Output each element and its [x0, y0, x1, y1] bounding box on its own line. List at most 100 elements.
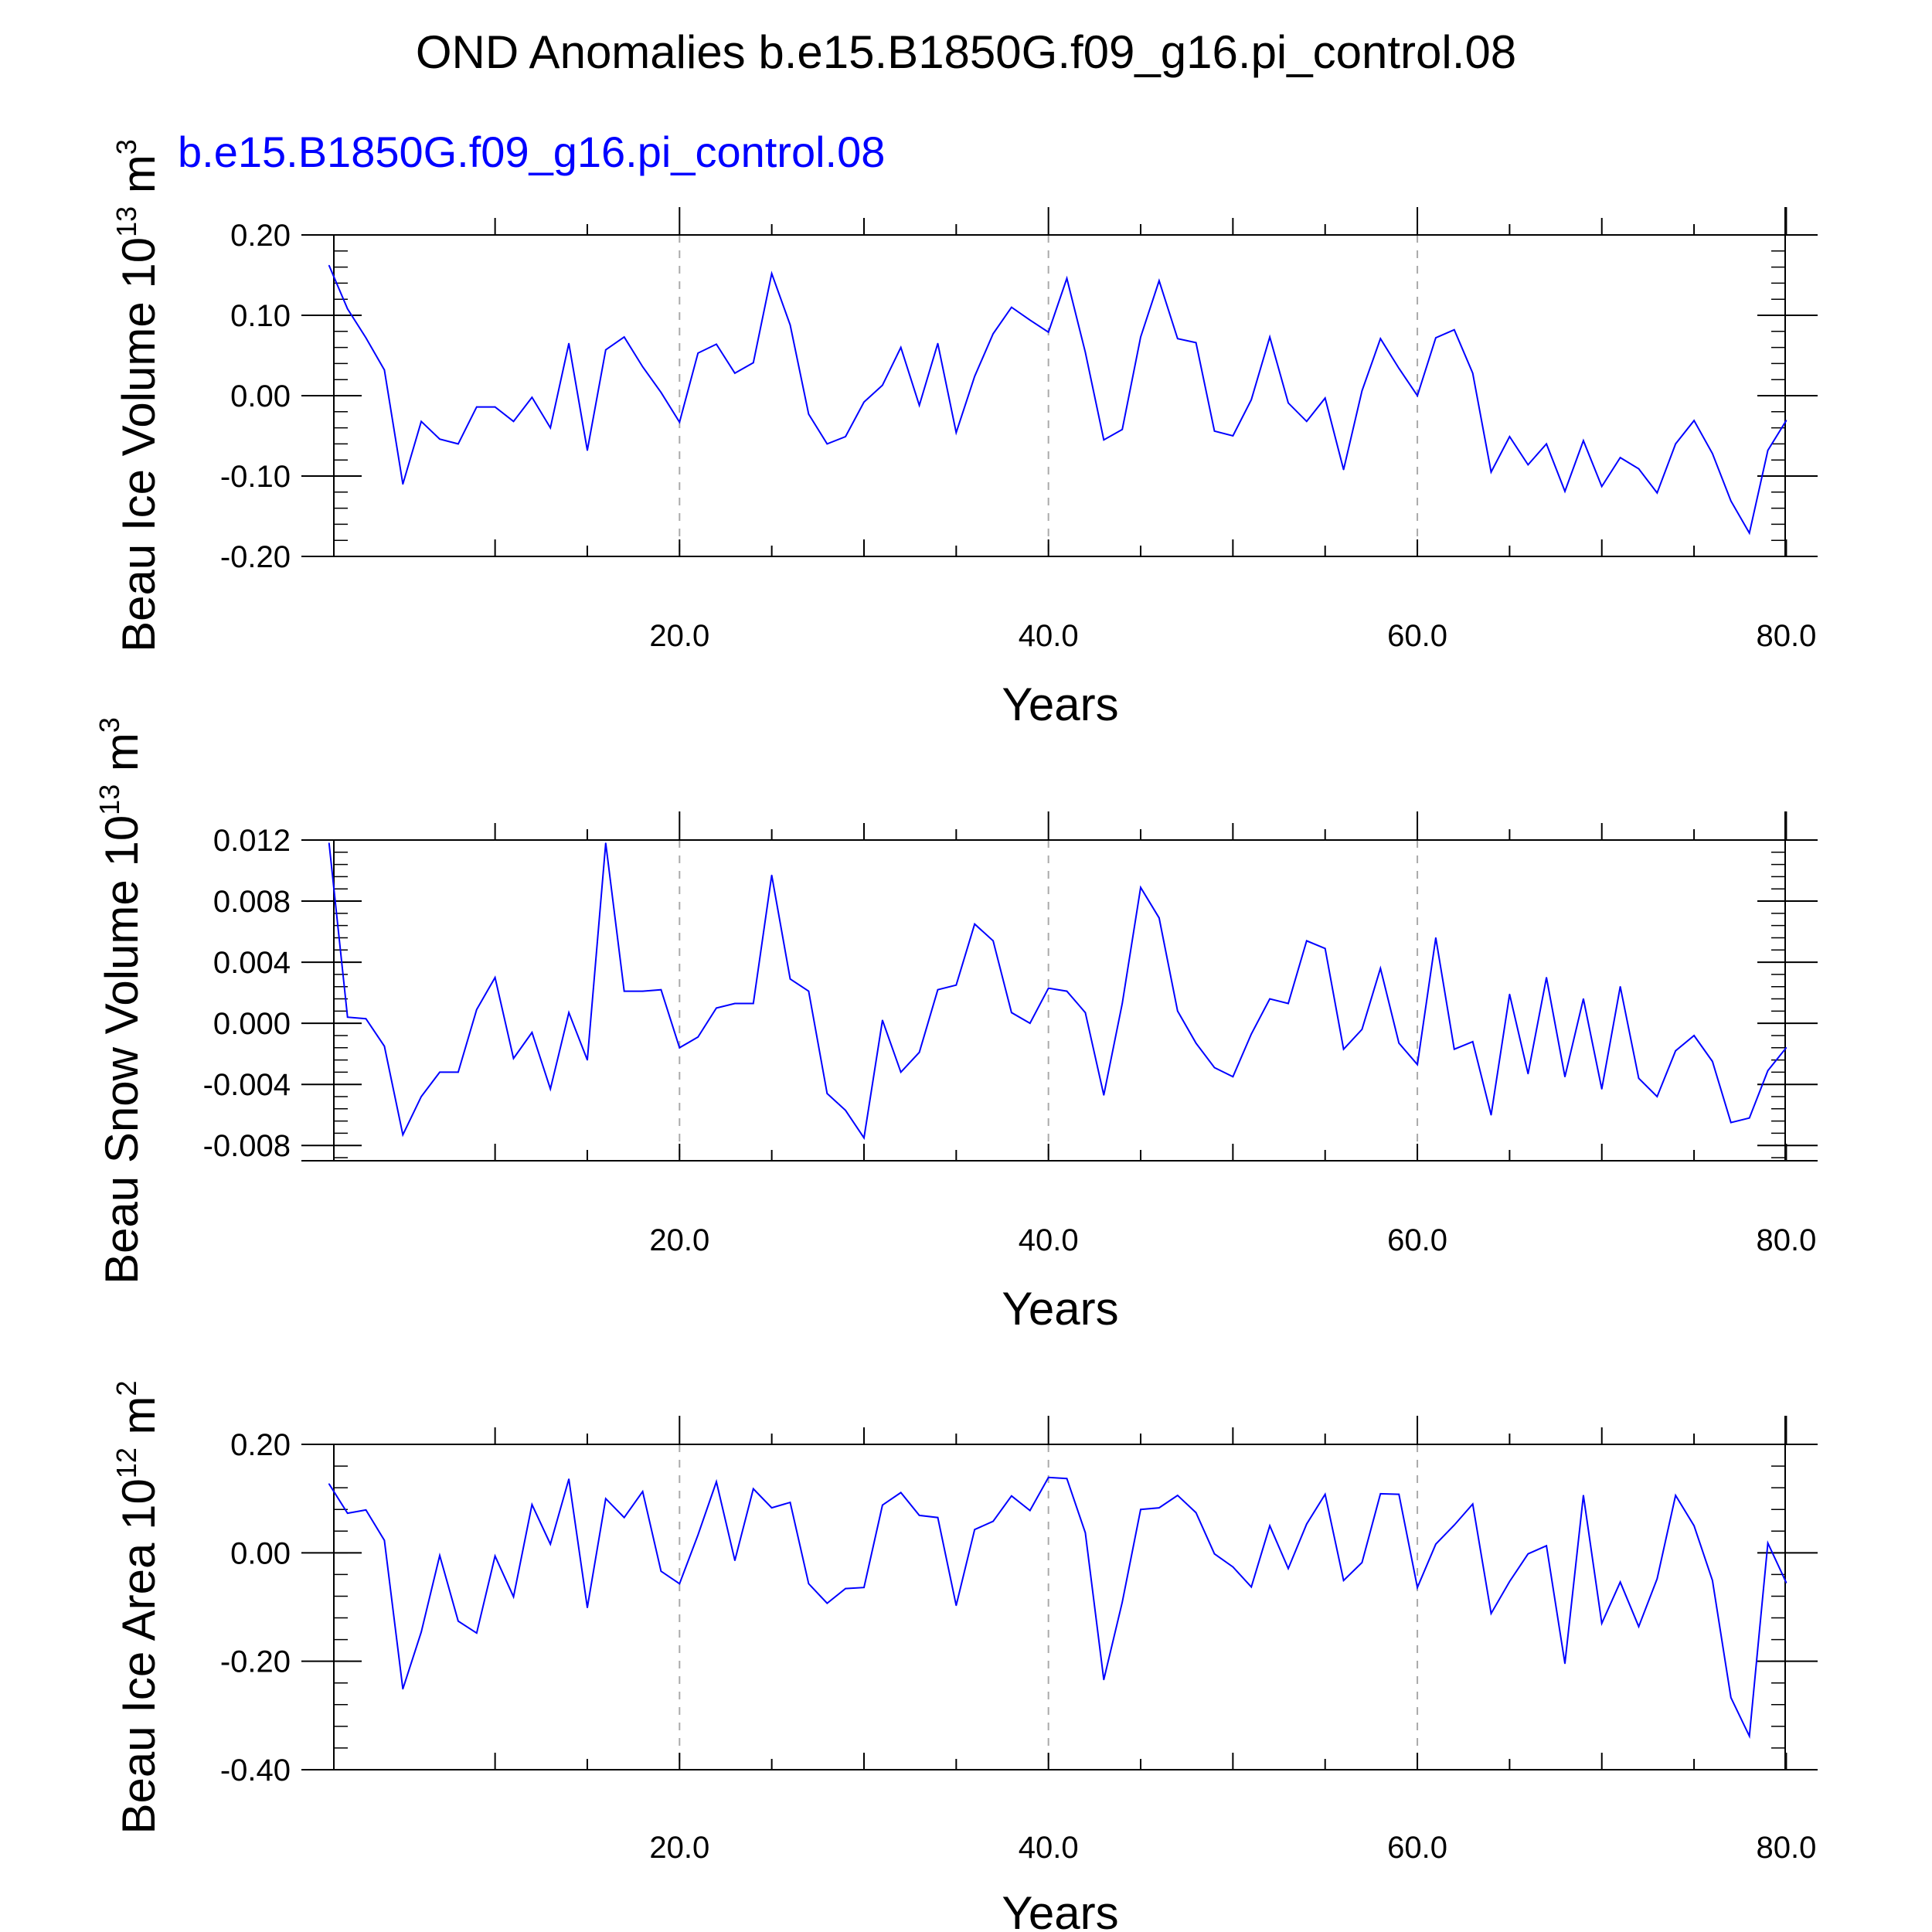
data-point	[1712, 1060, 1713, 1063]
data-point	[1029, 1022, 1031, 1024]
data-point	[1066, 277, 1068, 280]
data-point	[1527, 1553, 1529, 1555]
data-point	[1342, 468, 1345, 471]
figure-subtitle: b.e15.B1850G.f09_g16.pi_control.08	[178, 128, 885, 176]
y-tick-label-1: 0.20	[230, 219, 291, 253]
data-point	[1785, 420, 1787, 421]
data-point	[660, 1570, 662, 1572]
data-point	[716, 1481, 717, 1483]
data-point	[1011, 1495, 1012, 1497]
y-tick-label-3: 0.004	[213, 946, 291, 980]
data-point	[863, 401, 865, 403]
data-point	[1748, 1735, 1750, 1737]
data-point	[568, 1012, 570, 1014]
data-point	[1047, 332, 1049, 333]
data-point	[1471, 1041, 1474, 1043]
data-point	[1121, 1002, 1123, 1005]
data-point	[365, 337, 367, 338]
x-tick-label-2: 40.0	[1019, 619, 1079, 653]
data-point	[1564, 1662, 1566, 1665]
chart-panel-3: 0.20 0.00 -0.20 -0.40 20.0 40.0 60.0 80.0 Years B…	[111, 1380, 1818, 1932]
data-point	[770, 1507, 773, 1509]
data-point	[716, 343, 717, 345]
y-axis-label-unit: m	[113, 1396, 165, 1447]
data-point	[1269, 998, 1270, 1000]
series-line	[328, 1476, 1787, 1740]
data-point	[789, 1502, 791, 1503]
data-point	[1546, 1545, 1547, 1546]
data-point	[1177, 1010, 1179, 1012]
x-tick-label-1: 20.0	[649, 1831, 709, 1865]
data-point	[1546, 977, 1547, 978]
data-point	[1084, 1012, 1087, 1014]
data-point	[1417, 1587, 1418, 1588]
x-tick-label-4: 80.0	[1756, 1223, 1816, 1257]
data-point	[457, 1071, 459, 1073]
data-point	[937, 1516, 939, 1519]
data-point	[900, 1492, 902, 1494]
data-point	[679, 1047, 681, 1049]
data-point	[1454, 1524, 1455, 1526]
data-point	[402, 1688, 404, 1690]
data-point	[476, 1009, 478, 1011]
data-point	[697, 352, 699, 354]
data-point	[1435, 337, 1437, 338]
data-point	[1490, 1613, 1492, 1614]
y-tick-label-6: -0.008	[203, 1129, 291, 1163]
data-point	[1361, 390, 1363, 392]
data-point	[1656, 1578, 1658, 1580]
data-point	[402, 483, 404, 485]
data-point	[1417, 395, 1418, 396]
y-axis-label-exponent: 13	[94, 784, 125, 815]
data-point	[679, 1583, 681, 1585]
data-point	[660, 988, 662, 991]
data-point	[1398, 367, 1400, 369]
x-tick-label-1: 20.0	[649, 1223, 709, 1257]
x-axis-label: Years	[1002, 1887, 1118, 1932]
x-tick-label-3: 60.0	[1387, 619, 1447, 653]
data-point	[420, 1631, 422, 1633]
data-point	[1490, 471, 1492, 473]
data-point	[549, 1088, 551, 1090]
data-point	[1011, 306, 1012, 308]
y-tick-label-4: 0.000	[213, 1007, 291, 1041]
data-point	[1158, 280, 1160, 282]
y-tick-label-1: 0.012	[213, 824, 291, 858]
data-point	[1435, 1543, 1437, 1545]
data-point	[587, 1607, 588, 1608]
data-point	[605, 842, 607, 844]
y-tick-label-5: -0.004	[203, 1068, 291, 1102]
data-point	[1730, 500, 1732, 502]
data-point	[476, 1632, 478, 1634]
data-point	[826, 1602, 828, 1604]
data-point	[587, 449, 588, 451]
data-point	[1730, 1121, 1732, 1124]
data-point	[697, 1534, 699, 1536]
data-point	[1047, 987, 1049, 989]
x-tick-label-1: 20.0	[649, 619, 709, 653]
data-point	[1195, 1043, 1197, 1044]
data-point	[1084, 352, 1087, 353]
data-point	[734, 372, 736, 374]
data-point	[346, 1512, 349, 1514]
data-point	[365, 1509, 367, 1511]
data-point	[1600, 1622, 1603, 1624]
data-point	[882, 384, 883, 386]
data-point	[494, 406, 496, 408]
y-tick-label-2: 0.00	[230, 1536, 291, 1570]
data-point	[1306, 1523, 1308, 1525]
data-point	[476, 406, 478, 408]
data-point	[1546, 443, 1547, 445]
data-point	[900, 346, 902, 349]
data-point	[1342, 1048, 1345, 1050]
data-point	[1306, 420, 1308, 423]
data-point	[1509, 993, 1511, 995]
data-point	[365, 1018, 367, 1019]
data-point	[1600, 485, 1603, 488]
x-tick-label-2: 40.0	[1019, 1223, 1079, 1257]
y-tick-label-5: -0.20	[220, 540, 291, 574]
series-line	[328, 842, 1787, 1141]
data-point	[328, 842, 330, 844]
